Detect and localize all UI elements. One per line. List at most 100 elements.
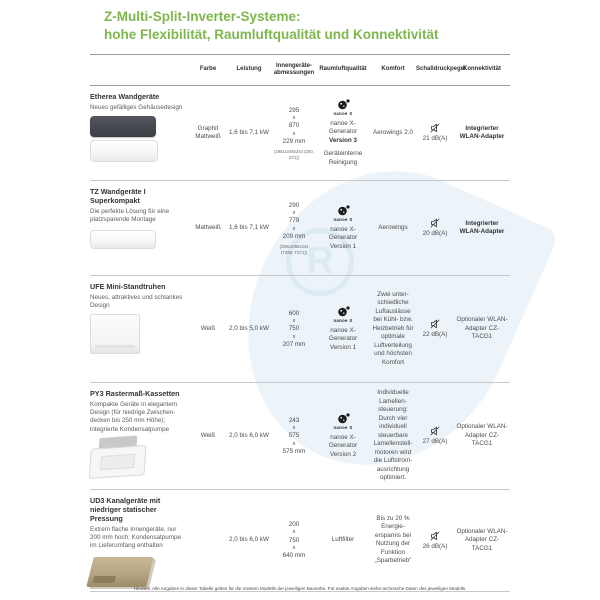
raumluft-cell: nanoe X nanoe X-Generator Version 1: [316, 203, 370, 253]
komfort-cell: Bis zu 20 % Energie­ersparnis bei Nutzun…: [374, 514, 412, 565]
nanoe-wordmark: nanoe X: [333, 216, 353, 222]
dimensions-cell: 243 x 575 x 575 mm: [272, 414, 316, 459]
wall-unit-white-image: [90, 230, 156, 250]
wall-unit-graphite-image: [90, 116, 156, 138]
dim-separator: x: [292, 114, 296, 121]
ceiling-cassette-image: [88, 435, 147, 479]
table-row-etherea: Etherea Wandgeräte Neues gefälliges Gehä…: [90, 86, 510, 181]
dim-separator: x: [292, 333, 296, 340]
dim-note: (295x1048x244 (Z50, Z71)): [274, 149, 314, 160]
product-description: Kompakte Geräte in elegantem Design (für…: [90, 401, 178, 433]
duct-unit-image: [86, 556, 154, 587]
schalldruckpegel-cell: 26 dB(A): [416, 528, 454, 554]
table-row-ufe: UFE Mini-Standtruhen Neues, attraktives …: [90, 276, 510, 383]
raumluft-feature: nanoe X-Generator: [328, 326, 358, 343]
dim-width: 750: [288, 536, 300, 544]
raumluft-feature: nanoe X-Generator: [328, 225, 358, 242]
product-cell: UD3 Kanalgeräte mit niedriger statischer…: [86, 490, 190, 591]
speaker-muted-icon: [430, 319, 440, 329]
dimensions-cell: 295 x 870 x 229 mm (295x1048x244 (Z50, Z…: [272, 104, 316, 162]
leistung-cell: 2,0 bis 5,0 kW: [229, 324, 269, 332]
table-header-row: Farbe Leistung Innengeräte-abmessungen R…: [90, 54, 510, 86]
page-title: Z-Multi-Split-Inverter-Systeme: hohe Fle…: [104, 8, 439, 44]
schalldruckpegel-cell: 21 dB(A): [416, 120, 454, 146]
raumluft-version: Version 2: [329, 450, 357, 458]
dim-separator: x: [292, 544, 296, 551]
dim-width: 575: [288, 432, 300, 440]
leistung-cell: 2,0 bis 6,0 kW: [229, 536, 269, 543]
dim-depth: 575 mm: [282, 448, 306, 456]
nanoe-x-logo-icon: nanoe X: [317, 306, 369, 324]
raumluft-feature: nanoe X-Generator: [328, 433, 358, 450]
dim-height: 243: [288, 416, 300, 424]
farbe-cell: Weiß: [200, 431, 216, 439]
leistung-cell: 1,6 bis 7,1 kW: [229, 128, 269, 136]
komfort-cell: Zwei unter­schiedliche Luftauslässe bei …: [372, 290, 414, 366]
dim-depth: 229 mm: [282, 138, 306, 146]
db-value: 26 dB(A): [422, 542, 448, 550]
product-cell: TZ Wandgeräte I Superkompakt Die perfekt…: [90, 181, 190, 253]
product-description: Neues, attraktives und schlankes Design: [90, 294, 183, 310]
product-name: UD3 Kanalgeräte mit niedriger statischer…: [90, 496, 161, 523]
konnektivitaet-cell: Optionaler WLAN-Adapter CZ-TACG1: [456, 316, 508, 341]
header-schalldruckpegel: Schalldruckpegel: [416, 66, 466, 73]
header-raumluftqualitaet: Raumluftqualität: [319, 66, 367, 73]
product-cell: PY3 Rastermaß-Kassetten Kompakte Geräte …: [88, 383, 190, 481]
raumluft-cell: Luftfilter: [331, 536, 355, 543]
wall-unit-white-image: [90, 140, 158, 163]
dim-height: 290: [288, 201, 300, 209]
nanoe-wordmark: nanoe X: [333, 317, 353, 323]
schalldruckpegel-cell: 22 dB(A): [416, 316, 454, 342]
header-farbe: Farbe: [199, 66, 217, 73]
komfort-cell: Individuelle Lamellen­steuerung: Durch v…: [373, 389, 413, 482]
raumluft-version: Version 1: [329, 343, 357, 351]
dimensions-cell: 600 x 750 x 207 mm: [272, 307, 316, 352]
dim-depth: 640 mm: [282, 552, 306, 560]
schalldruckpegel-cell: 20 dB(A): [416, 215, 454, 241]
speaker-muted-icon: [430, 426, 440, 436]
dimensions-cell: 290 x 779 x 209 mm (296x1068x244 (TZ68, …: [272, 199, 316, 257]
dim-separator: x: [292, 209, 296, 216]
page-title-line1: Z-Multi-Split-Inverter-Systeme:: [104, 9, 301, 24]
farbe-cell: [190, 538, 226, 542]
schalldruckpegel-cell: 27 dB(A): [416, 423, 454, 449]
header-komfort: Komfort: [381, 66, 405, 73]
raumluft-feature: nanoe X-Generator: [328, 119, 358, 136]
farbe-cell: Weiß: [200, 324, 216, 332]
speaker-muted-icon: [430, 123, 440, 133]
header-abmessungen: Innengeräte-abmessungen: [273, 62, 315, 76]
product-cell: UFE Mini-Standtruhen Neues, attraktives …: [90, 276, 190, 358]
raumluft-version: Version 1: [329, 242, 357, 250]
dim-depth: 207 mm: [282, 341, 306, 349]
product-description: Die perfekte Lösung für eine platzsparen…: [90, 208, 170, 224]
konnektivitaet-cell: Integrierter WLAN-Adapter: [459, 124, 505, 141]
dim-height: 295: [288, 106, 300, 114]
db-value: 22 dB(A): [422, 331, 448, 339]
speaker-muted-icon: [430, 218, 440, 228]
nanoe-x-logo-icon: nanoe X: [317, 205, 369, 223]
komfort-cell: Aerowings: [378, 223, 408, 231]
dim-separator: x: [292, 529, 296, 536]
product-name: PY3 Rastermaß-Kassetten: [90, 389, 180, 398]
nanoe-x-logo-icon: nanoe X: [317, 99, 369, 117]
spec-table: Farbe Leistung Innengeräte-abmessungen R…: [86, 54, 510, 592]
footnote: Hinweis: Alle Angaben in dieser Tabelle …: [133, 586, 467, 591]
raumluft-cell: nanoe X nanoe X-Generator Version 1: [316, 304, 370, 354]
raumluft-cell: nanoe X nanoe X-Generator Version 2: [316, 411, 370, 461]
dim-width: 750: [288, 325, 300, 333]
header-leistung: Leistung: [236, 66, 262, 73]
dimensions-cell: 200 x 750 x 640 mm: [272, 518, 316, 563]
nanoe-wordmark: nanoe X: [333, 424, 353, 430]
dim-height: 600: [288, 309, 300, 317]
product-description: Extrem flache Innengeräte, nur 200 mm ho…: [90, 526, 182, 550]
dim-separator: x: [292, 424, 296, 431]
product-cell: Etherea Wandgeräte Neues gefälliges Gehä…: [90, 86, 190, 166]
dim-width: 779: [288, 217, 300, 225]
dim-note: (296x1068x244 (TZ68, TZ71)): [279, 244, 309, 255]
leistung-cell: 1,6 bis 7,1 kW: [229, 223, 269, 231]
raumluft-extra: Geräteinterne Reinigung: [323, 150, 363, 166]
konnektivitaet-cell: Optionaler WLAN-Adapter CZ-TACG1: [456, 423, 508, 448]
header-konnektivitaet: Konnektivität: [462, 66, 501, 73]
dim-separator: x: [292, 130, 296, 137]
product-name: TZ Wandgeräte I Superkompakt: [90, 187, 146, 205]
